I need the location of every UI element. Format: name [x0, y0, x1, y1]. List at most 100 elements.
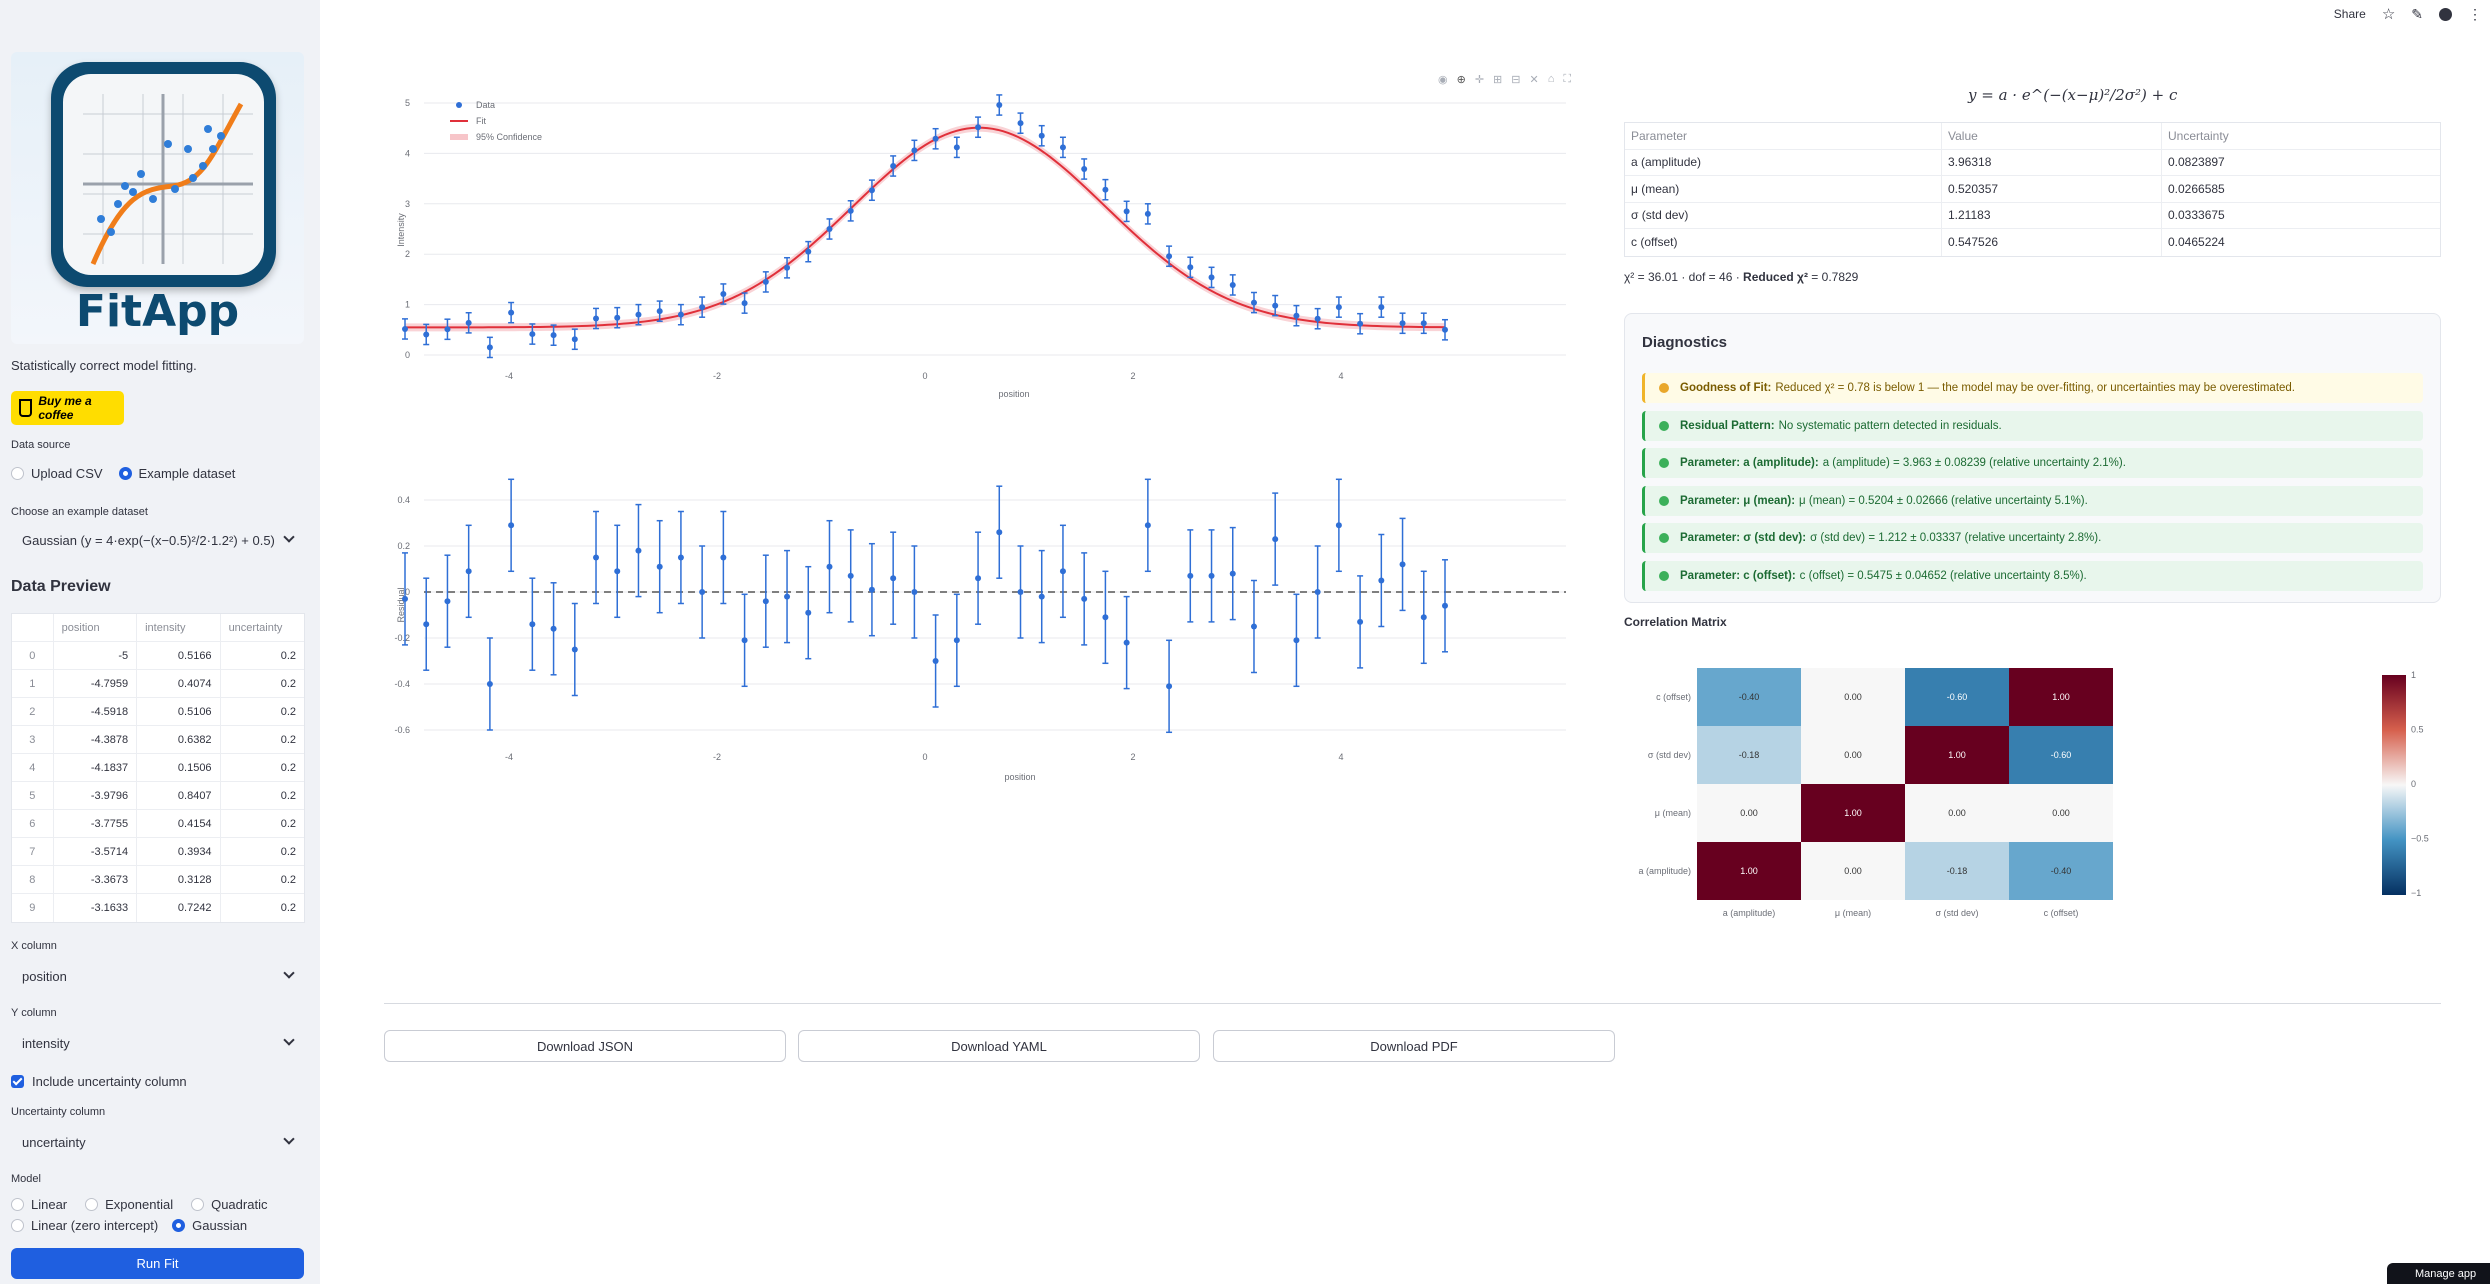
x-tick-label: 2 [1130, 752, 1135, 762]
radio-model-exponential-label: Exponential [105, 1197, 174, 1212]
colorbar-tick: 0 [2411, 779, 2416, 789]
chevron-down-icon [283, 531, 295, 543]
top-toolbar: Share ☆ ✎ ⋮ [2334, 0, 2490, 28]
data-preview-table[interactable]: position intensity uncertainty 0 -5 0.5166… [11, 613, 305, 923]
table-row[interactable]: 4 -4.1837 0.1506 0.2 [12, 754, 304, 782]
chi-prefix: χ² = 36.01 · dof = 46 · [1624, 270, 1744, 284]
more-vert-icon[interactable]: ⋮ [2468, 5, 2482, 22]
heatmap-cell [2009, 668, 2113, 726]
param-cell: c (offset) [1625, 229, 1942, 256]
download-json-button[interactable]: Download JSON [384, 1030, 786, 1062]
data-point [911, 589, 918, 595]
reset-axes-icon[interactable]: ⌂ [1547, 73, 1555, 85]
table-row[interactable]: 0 -5 0.5166 0.2 [12, 642, 304, 670]
data-point [1293, 637, 1300, 644]
fullscreen-icon[interactable]: ⛶ [1563, 73, 1572, 85]
data-point [1208, 274, 1215, 281]
data-point [1187, 264, 1194, 271]
x-column-select[interactable]: position [11, 958, 305, 994]
diagnostic-item: Parameter: c (offset): c (offset) = 0.547… [1642, 560, 2423, 591]
download-yaml-button[interactable]: Download YAML [798, 1030, 1200, 1062]
radio-model-exponential[interactable] [85, 1198, 99, 1211]
header-cell-intensity[interactable]: intensity [137, 614, 221, 641]
table-row[interactable]: 6 -3.7755 0.4154 0.2 [12, 810, 304, 838]
data-point [932, 658, 939, 664]
buy-coffee-button[interactable]: Buy me a coffee [11, 391, 124, 425]
x-axis-label: position [1004, 772, 1035, 782]
uncertainty-column-select[interactable]: uncertainty [11, 1124, 305, 1160]
heatmap-x-label: c (offset) [2044, 908, 2079, 918]
correlation-heatmap[interactable]: 1.00 0.00 -0.18 -0.40 0.00 1.00 0.00 0.00 -0.18 0… [1624, 640, 2441, 930]
x-tick-label: 0 [922, 371, 927, 381]
heatmap-cell [2009, 726, 2113, 784]
example-dataset-select[interactable]: Gaussian (y = 4·exp(−(x−0.5)²/2·1.2²) + … [11, 522, 305, 558]
camera-icon[interactable]: ◉ [1438, 74, 1448, 86]
data-point [1314, 315, 1321, 322]
table-row[interactable]: 8 -3.3673 0.3128 0.2 [12, 866, 304, 894]
colorbar-tick: −0.5 [2411, 834, 2429, 844]
table-row[interactable]: 9 -3.1633 0.7242 0.2 [12, 894, 304, 922]
param-cell: 0.0823897 [2168, 155, 2225, 170]
data-point [1102, 186, 1109, 193]
heatmap-cell [1905, 668, 2009, 726]
table-row[interactable]: 2 -4.5918 0.5106 0.2 [12, 698, 304, 726]
data-point [593, 554, 600, 561]
radio-model-linear[interactable] [11, 1198, 24, 1211]
header-cell-uncertainty[interactable]: uncertainty [228, 621, 283, 634]
model-radio-row-2: Linear (zero intercept) Gaussian [11, 1218, 247, 1233]
heatmap-x-label: μ (mean) [1835, 908, 1871, 918]
y-tick-label: -0.6 [394, 725, 410, 735]
radio-model-gaussian[interactable] [172, 1219, 186, 1232]
radio-upload-csv[interactable] [11, 467, 24, 480]
run-fit-button[interactable]: Run Fit [11, 1248, 304, 1279]
data-point [1399, 320, 1406, 327]
radio-example-dataset[interactable] [118, 467, 132, 480]
data-point [1123, 639, 1130, 646]
include-uncertainty-checkbox[interactable] [11, 1075, 24, 1088]
radio-model-linear-zero[interactable] [11, 1219, 24, 1232]
fit-plot[interactable]: 0 1 2 3 4 5 -4 -2 0 2 4 position Intensity Data Fit 95%… [384, 60, 1609, 420]
heatmap-value: 1.00 [1844, 808, 1862, 818]
zoom-in-icon[interactable]: ⊞ [1493, 74, 1503, 86]
diagnostic-text: σ (std dev) = 1.212 ± 0.03337 (relative … [1810, 532, 2102, 544]
github-icon[interactable] [2439, 7, 2452, 21]
header-cell-position[interactable]: position [54, 614, 138, 641]
table-row[interactable]: 3 -4.3878 0.6382 0.2 [12, 726, 304, 754]
manage-app-button[interactable]: Manage app [2387, 1263, 2490, 1284]
table-cell: 0.2 [280, 845, 296, 858]
data-point [975, 575, 982, 582]
share-button[interactable]: Share [2333, 7, 2366, 21]
data-point [868, 187, 875, 194]
table-cell: -3.3673 [54, 866, 138, 893]
pan-icon[interactable]: ✛ [1474, 74, 1485, 86]
table-row[interactable]: 5 -3.9796 0.8407 0.2 [12, 782, 304, 810]
zoom-out-icon[interactable]: ⊟ [1511, 74, 1521, 86]
y-tick-label: 0.4 [397, 495, 410, 505]
star-icon[interactable]: ☆ [2381, 6, 2396, 23]
table-cell: 2 [12, 698, 54, 725]
table-row[interactable]: 1 -4.7959 0.4074 0.2 [12, 670, 304, 698]
colorbar-tick: 0.5 [2411, 725, 2424, 735]
y-column-select[interactable]: intensity [11, 1025, 305, 1061]
chi-suffix: = 0.7829 [1807, 270, 1859, 284]
legend-marker [456, 102, 462, 108]
download-pdf-button[interactable]: Download PDF [1213, 1030, 1615, 1062]
warning-dot-icon [1659, 383, 1669, 393]
header-cell-uncertainty: Uncertainty [2168, 128, 2229, 143]
data-point [486, 681, 493, 687]
y-tick-label: 0 [405, 350, 410, 360]
data-point [635, 311, 642, 318]
table-cell: -3.9796 [54, 782, 138, 809]
radio-model-quadratic[interactable] [191, 1198, 205, 1211]
residual-plot[interactable]: 0.4 0.2 0 -0.2 -0.4 -0.6 -4 -2 0 2 4 position Residu… [384, 470, 1609, 790]
data-point [996, 102, 1003, 109]
include-uncertainty-row[interactable]: Include uncertainty column [11, 1074, 187, 1089]
zoom-icon[interactable]: ⊕ [1456, 74, 1466, 86]
autoscale-icon[interactable]: ✕ [1529, 74, 1539, 86]
legend-label: Fit [476, 116, 486, 126]
table-cell: 1 [12, 670, 54, 697]
radio-model-linear-label: Linear [31, 1197, 68, 1212]
table-row[interactable]: 7 -3.5714 0.3934 0.2 [12, 838, 304, 866]
pencil-icon[interactable]: ✎ [2411, 5, 2423, 22]
data-point [1187, 572, 1194, 579]
